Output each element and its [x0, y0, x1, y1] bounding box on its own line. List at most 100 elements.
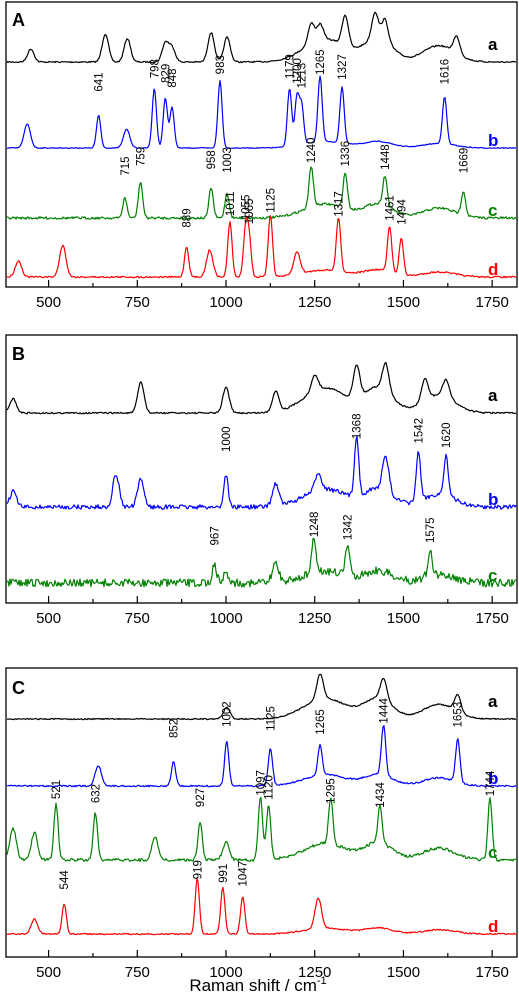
- trace-label-b: b: [488, 490, 498, 509]
- panel-frame: [5, 667, 518, 958]
- x-tick-label: 1000: [209, 610, 242, 627]
- peak-label: 521: [51, 780, 63, 799]
- x-tick-label: 1750: [475, 610, 508, 627]
- peak-label: 1494: [396, 199, 408, 225]
- peak-label: 715: [120, 156, 132, 175]
- trace-label-d: d: [488, 260, 498, 279]
- peak-label: 983: [215, 55, 227, 74]
- peak-label: 889: [182, 208, 194, 227]
- x-tick-label: 1250: [298, 610, 331, 627]
- peak-label: 1342: [342, 515, 354, 541]
- peak-label: 1213: [297, 63, 309, 89]
- peak-label: 1000: [221, 426, 233, 452]
- peak-label: 1120: [264, 775, 276, 800]
- peak-label: 1317: [333, 191, 345, 217]
- peak-label: 1002: [222, 701, 234, 727]
- peak-label: 1125: [265, 188, 277, 213]
- trace-label-c: c: [488, 566, 497, 585]
- peak-label: 852: [169, 719, 181, 738]
- spectrum-C-c: [6, 796, 517, 863]
- peak-label: 1055: [240, 195, 252, 221]
- spectrum-C-b: [6, 725, 517, 788]
- x-axis-title: Raman shift / cm-1: [189, 975, 326, 995]
- spectrum-B-a: [6, 361, 517, 415]
- trace-label-c: c: [488, 843, 497, 862]
- peak-label: 1336: [340, 141, 352, 167]
- peak-label: 958: [206, 150, 218, 169]
- spectrum-C-a: [6, 673, 517, 721]
- peak-label: 1444: [379, 697, 391, 723]
- trace-label-b: b: [488, 769, 498, 788]
- peak-label: 1265: [315, 49, 327, 75]
- spectrum-A-d: [7, 215, 517, 279]
- x-tick-label: 1500: [387, 610, 420, 627]
- spectrum-A-c: [6, 166, 517, 220]
- x-tick-label: 750: [125, 964, 150, 981]
- x-tick-label: 500: [36, 964, 61, 981]
- trace-label-a: a: [488, 35, 498, 54]
- peak-label: 1011: [225, 191, 237, 216]
- x-tick-label: 1250: [298, 294, 331, 311]
- spectrum-C-d: [6, 877, 516, 936]
- panel-letter: A: [12, 10, 25, 30]
- peak-label: 1616: [440, 59, 452, 85]
- trace-label-b: b: [488, 131, 498, 150]
- peak-label: 1368: [352, 414, 364, 440]
- peak-label: 919: [192, 860, 204, 879]
- panel-letter: B: [12, 344, 25, 364]
- peak-label: 1434: [375, 782, 387, 808]
- peak-label: 798: [149, 59, 161, 78]
- trace-label-a: a: [488, 692, 498, 711]
- trace-label-c: c: [488, 201, 497, 220]
- peak-label: 632: [90, 784, 102, 803]
- x-tick-label: 1500: [387, 964, 420, 981]
- peak-label: 1575: [425, 517, 437, 543]
- peak-label: 1240: [306, 138, 318, 164]
- spectrum-B-b: [6, 435, 517, 510]
- x-tick-label: 1500: [387, 294, 420, 311]
- spectrum-A-a: [6, 11, 517, 64]
- peak-label: 1461: [385, 195, 397, 221]
- x-tick-label: 1750: [475, 964, 508, 981]
- x-tick-label: 500: [36, 610, 61, 627]
- peak-label: 1744: [485, 770, 497, 796]
- peak-label: 1448: [380, 144, 392, 170]
- x-tick-label: 750: [125, 610, 150, 627]
- peak-label: 848: [167, 68, 179, 87]
- panel-B: B 500 750 1000 1250 1500 1750 a b 1000 1368 1542 162…: [5, 334, 518, 627]
- peak-label: 1065: [244, 199, 256, 225]
- peak-label: 829: [160, 64, 172, 83]
- peak-label: 1179: [285, 54, 297, 79]
- peak-label: 1653: [453, 702, 465, 728]
- peak-label: 1097: [255, 770, 267, 796]
- peak-label: 1200: [292, 58, 304, 84]
- peak-label: 1047: [238, 861, 250, 887]
- peak-label: 641: [94, 72, 106, 91]
- panel-frame: [5, 334, 518, 604]
- x-tick-label: 500: [36, 294, 61, 311]
- peak-label: 759: [135, 147, 147, 166]
- x-tick-label: 1250: [298, 964, 331, 981]
- panel-frame: [5, 1, 518, 288]
- peak-label: 991: [218, 864, 230, 883]
- peak-label: 1669: [458, 148, 470, 174]
- peak-label: 1620: [441, 422, 453, 448]
- panel-letter: C: [12, 678, 25, 698]
- x-tick-label: 1000: [209, 964, 242, 981]
- peak-label: 1542: [413, 418, 425, 444]
- x-tick-label: 750: [125, 294, 150, 311]
- spectrum-B-c: [6, 537, 517, 588]
- peak-label: 1265: [315, 709, 327, 735]
- x-tick-label: 1000: [209, 294, 242, 311]
- trace-label-a: a: [488, 386, 498, 405]
- spectrum-A-b: [6, 75, 517, 149]
- panel-C: C 500 750 1000 1250 1500 1750 a b 852 1002 1125 1265…: [5, 667, 518, 981]
- peak-label: 1125: [265, 706, 277, 731]
- peak-label: 1295: [326, 778, 338, 804]
- peak-label: 967: [209, 526, 221, 545]
- peak-label: 927: [195, 788, 207, 807]
- peak-label: 1327: [337, 54, 349, 80]
- peak-label: 1003: [222, 147, 234, 173]
